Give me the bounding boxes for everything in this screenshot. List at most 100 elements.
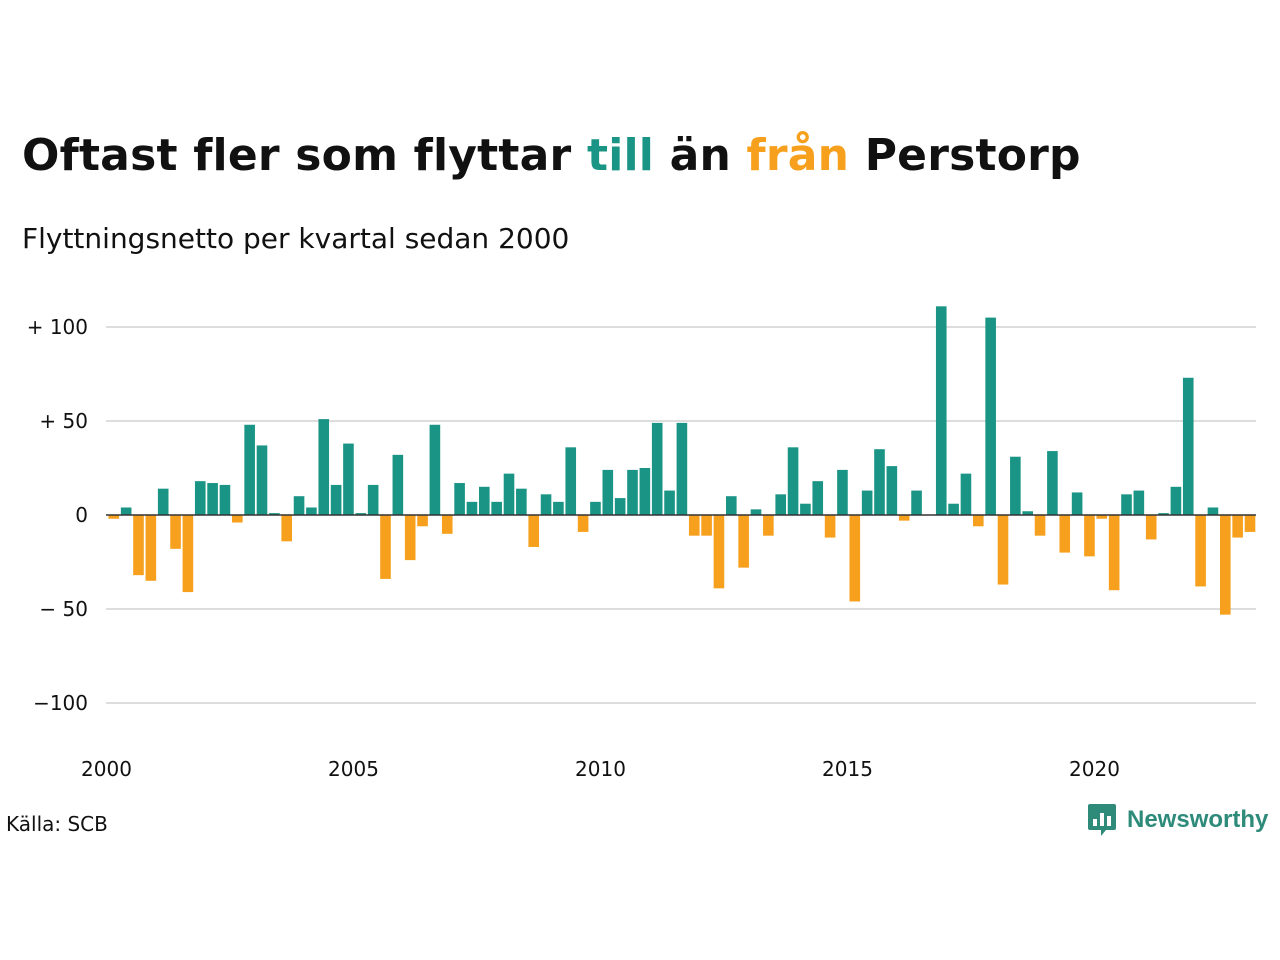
- title-word-fran: från: [746, 130, 850, 181]
- bar-positive: [516, 488, 527, 515]
- bar-negative: [133, 515, 144, 576]
- bar-positive: [466, 501, 478, 515]
- bar-positive: [911, 490, 922, 515]
- bar-positive: [392, 454, 404, 515]
- brand-name: Newsworthy: [1127, 806, 1269, 833]
- bar-positive: [1207, 507, 1219, 515]
- bar-positive: [207, 483, 218, 515]
- bar-positive: [553, 501, 564, 515]
- bar-positive: [479, 486, 490, 515]
- bar-negative: [849, 515, 861, 602]
- bar-positive: [330, 484, 342, 515]
- bar-positive: [1071, 492, 1083, 515]
- bar-positive: [590, 501, 601, 515]
- bar-negative: [170, 515, 181, 549]
- bar-positive: [1047, 451, 1058, 515]
- title-word-till: till: [586, 130, 655, 181]
- bar-negative: [973, 515, 984, 527]
- bar-negative: [898, 515, 910, 521]
- bar-negative: [738, 515, 749, 568]
- y-tick-label: −100: [33, 691, 88, 715]
- bar-positive: [454, 483, 465, 515]
- bar-positive: [355, 513, 367, 515]
- bar-positive: [639, 468, 651, 515]
- bar-negative: [380, 515, 391, 579]
- y-tick-label: + 50: [39, 409, 88, 433]
- bar-positive: [1133, 490, 1145, 515]
- bar-negative: [441, 515, 453, 534]
- y-tick-label: + 100: [27, 315, 88, 339]
- bar-negative: [1034, 515, 1046, 536]
- bar-positive: [614, 498, 626, 515]
- bar-positive: [627, 469, 638, 515]
- bar-positive: [306, 507, 317, 515]
- bar-negative: [1220, 515, 1231, 615]
- bar-negative: [108, 515, 120, 519]
- bar-negative: [417, 515, 428, 527]
- bar-negative: [997, 515, 1009, 585]
- bar-positive: [565, 447, 577, 515]
- bar-positive: [219, 484, 231, 515]
- bar-negative: [1244, 515, 1256, 532]
- bar-positive: [269, 513, 280, 515]
- bar-positive: [1121, 494, 1132, 515]
- bar-positive: [343, 443, 354, 515]
- bar-positive: [651, 422, 663, 515]
- bar-positive: [664, 490, 675, 515]
- bar-positive: [750, 509, 762, 515]
- bar-negative: [701, 515, 712, 536]
- bar-positive: [676, 422, 688, 515]
- bar-negative: [1232, 515, 1243, 538]
- bar-positive: [874, 449, 885, 515]
- bar-chart: + 100 + 50 0 − 50 −100 2000 2005 2010 2015 2020: [27, 306, 1256, 781]
- bar-positive: [861, 490, 873, 515]
- x-tick-label: 2015: [822, 757, 873, 781]
- bar-negative: [713, 515, 725, 589]
- bar-positive: [367, 484, 379, 515]
- bar-positive: [886, 466, 898, 515]
- bar-positive: [726, 496, 737, 515]
- x-tick-label: 2005: [328, 757, 379, 781]
- chart-subtitle: Flyttningsnetto per kvartal sedan 2000: [22, 222, 570, 255]
- bar-negative: [1096, 515, 1108, 519]
- bar-negative: [145, 515, 157, 581]
- y-tick-label: 0: [75, 503, 88, 527]
- bar-negative: [182, 515, 194, 593]
- bar-negative: [577, 515, 589, 532]
- bar-negative: [404, 515, 416, 561]
- bar-positive: [837, 469, 848, 515]
- bar-negative: [1084, 515, 1095, 557]
- bar-negative: [232, 515, 243, 523]
- bar-negative: [1108, 515, 1120, 591]
- bar-positive: [1158, 513, 1169, 515]
- bar-negative: [763, 515, 774, 536]
- newsworthy-logo-icon: [1088, 804, 1116, 836]
- bar-positive: [293, 496, 305, 515]
- x-tick-label: 2000: [81, 757, 132, 781]
- bar-positive: [602, 469, 614, 515]
- bar-negative: [1145, 515, 1157, 540]
- bar-negative: [688, 515, 700, 536]
- bar-negative: [824, 515, 836, 538]
- brand-logo: Newsworthy: [1087, 802, 1268, 838]
- bar-positive: [429, 424, 441, 515]
- y-axis-labels: + 100 + 50 0 − 50 −100: [27, 315, 88, 715]
- bar-positive: [1182, 377, 1194, 515]
- bar-positive: [948, 503, 959, 515]
- bar-positive: [503, 473, 515, 515]
- bar-positive: [812, 481, 824, 515]
- chart-title: Oftast fler som flyttar till än från Per…: [22, 130, 1081, 181]
- grid-lines: [106, 326, 1256, 704]
- title-part-1: Oftast fler som flyttar: [22, 130, 587, 181]
- x-tick-label: 2020: [1069, 757, 1120, 781]
- bar-positive: [787, 447, 799, 515]
- bar-positive: [960, 473, 972, 515]
- bar-negative: [1195, 515, 1206, 587]
- bar-negative: [528, 515, 539, 547]
- bar-positive: [244, 424, 255, 515]
- bar-positive: [318, 419, 330, 515]
- source-note: Källa: SCB: [6, 812, 108, 836]
- bar-positive: [157, 488, 169, 515]
- bars: [108, 306, 1256, 615]
- bar-negative: [281, 515, 292, 542]
